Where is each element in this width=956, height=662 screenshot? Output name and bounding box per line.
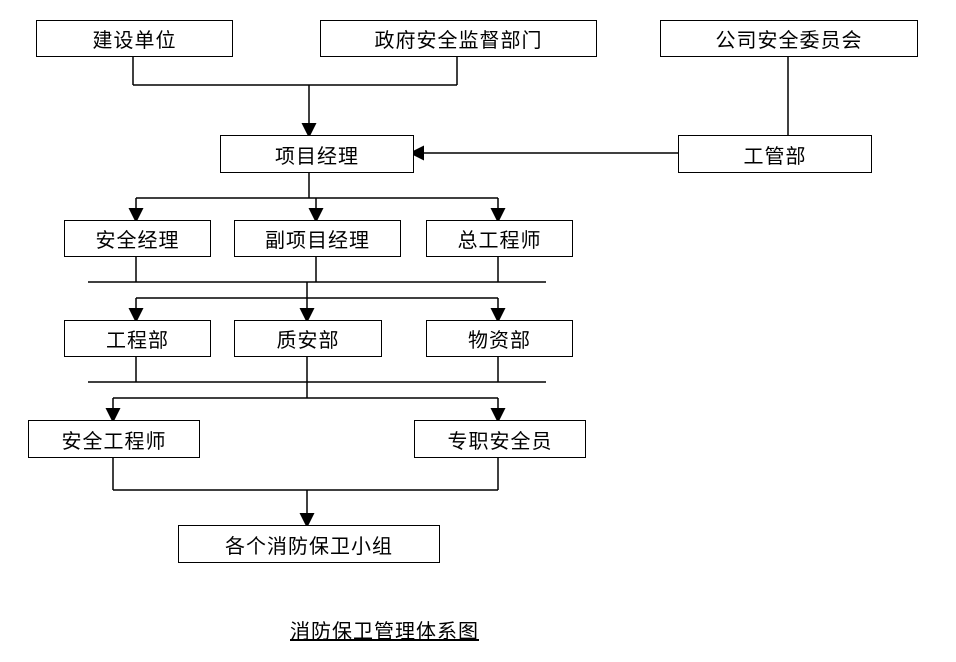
node-label: 副项目经理: [265, 224, 370, 253]
node-label: 各个消防保卫小组: [225, 530, 393, 559]
node-label: 专职安全员: [448, 425, 553, 454]
node-label: 物资部: [468, 324, 531, 353]
flowchart-canvas: 建设单位 政府安全监督部门 公司安全委员会 项目经理 工管部 安全经理 副项目经…: [0, 0, 956, 662]
node-zf: 政府安全监督部门: [320, 20, 597, 57]
node-label: 质安部: [277, 324, 340, 353]
node-label: 总工程师: [458, 224, 542, 253]
node-zzaqy: 专职安全员: [414, 420, 586, 458]
node-label: 工管部: [744, 140, 807, 169]
node-label: 政府安全监督部门: [375, 24, 543, 53]
node-fxmjl: 副项目经理: [234, 220, 401, 257]
diagram-caption: 消防保卫管理体系图: [290, 615, 479, 644]
node-label: 安全工程师: [62, 425, 167, 454]
node-label: 建设单位: [93, 24, 177, 53]
node-aqjl: 安全经理: [64, 220, 211, 257]
node-xmjl: 项目经理: [220, 135, 414, 173]
node-label: 项目经理: [275, 140, 359, 169]
node-label: 公司安全委员会: [716, 24, 863, 53]
node-gswyh: 公司安全委员会: [660, 20, 918, 57]
node-zab: 质安部: [234, 320, 382, 357]
node-zgcs: 总工程师: [426, 220, 573, 257]
node-label: 安全经理: [96, 224, 180, 253]
node-jsdw: 建设单位: [36, 20, 233, 57]
node-gcb: 工程部: [64, 320, 211, 357]
node-ggb: 工管部: [678, 135, 872, 173]
node-label: 工程部: [106, 324, 169, 353]
node-wzb: 物资部: [426, 320, 573, 357]
node-xfz: 各个消防保卫小组: [178, 525, 440, 563]
node-aqgcs: 安全工程师: [28, 420, 200, 458]
